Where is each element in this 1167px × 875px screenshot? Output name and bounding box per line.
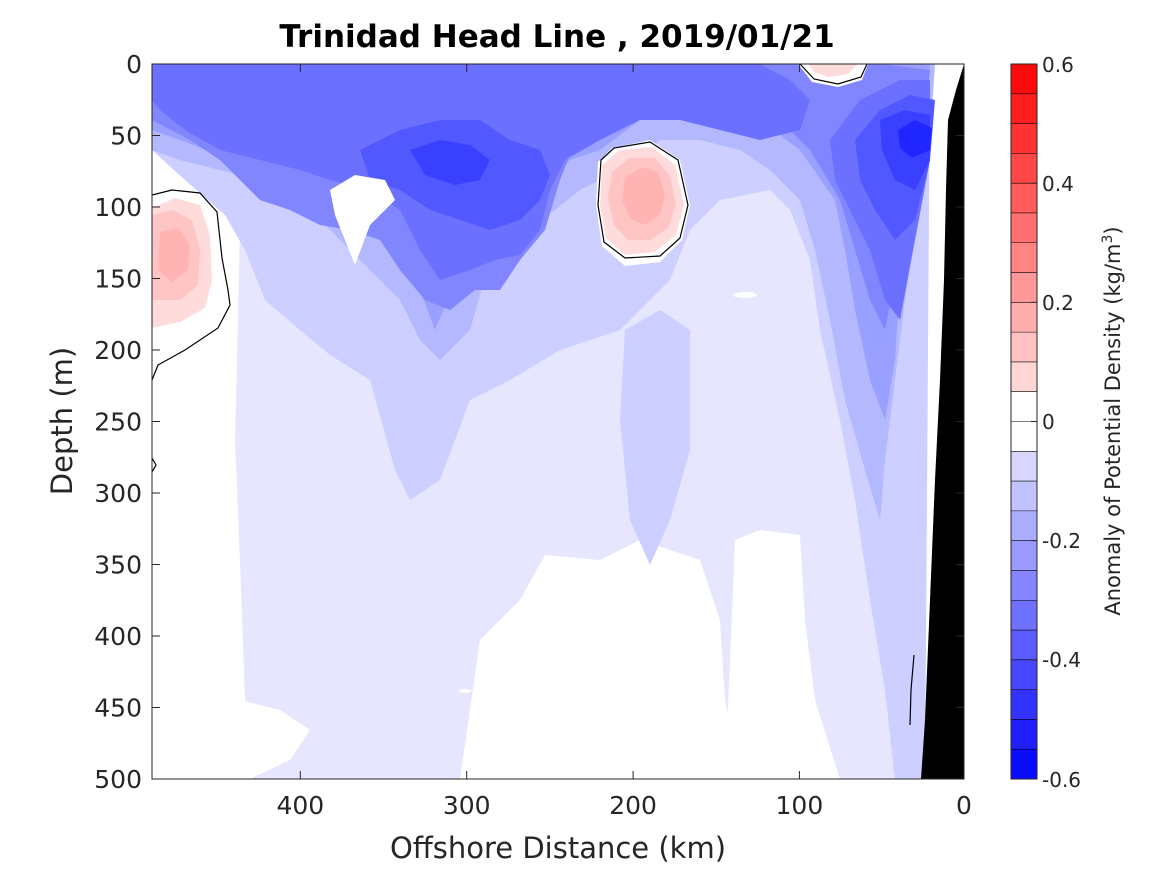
x-ticks	[299, 64, 800, 779]
level-neg040	[410, 140, 490, 185]
colorbar-label-main: Anomaly of Potential Density (kg/m	[1101, 244, 1125, 616]
edge-contour	[152, 457, 157, 473]
colorbar-cell	[1011, 93, 1037, 124]
cb-tick-label-1: 0.4	[1042, 172, 1074, 196]
x-tick-label-4: 0	[956, 791, 972, 820]
nearshore-core	[898, 120, 932, 158]
hole-deep-2	[590, 555, 660, 779]
colorbar-cell	[1011, 242, 1037, 273]
colorbar-cell	[1011, 391, 1037, 422]
colorbar-cell	[1011, 630, 1037, 661]
cb-tick-label-0: 0.6	[1042, 53, 1074, 77]
hole-deep-1	[490, 560, 580, 779]
nearshore-contour	[909, 654, 915, 726]
colorbar-cell	[1011, 421, 1037, 452]
eddy-contour	[597, 141, 689, 259]
colorbar-cell	[1011, 332, 1037, 363]
colorbar-ticks	[1031, 182, 1037, 661]
colorbar-cell	[1011, 153, 1037, 184]
chart-title: Trinidad Head Line , 2019/01/21	[279, 19, 834, 55]
colorbar: 0.6 0.4 0.2 0 -0.2 -0.4 -0.6 Anomaly of …	[1010, 53, 1125, 792]
tongue-200km	[620, 310, 690, 565]
bathymetry	[921, 64, 964, 779]
y-axis-label: Depth (m)	[45, 347, 79, 495]
y-tick-label-10: 500	[94, 765, 142, 794]
surface-cap-pos	[808, 64, 858, 77]
speck-1	[733, 292, 757, 298]
cb-tick-label-5: -0.4	[1042, 648, 1081, 672]
x-tick-label-3: 100	[776, 791, 824, 820]
colorbar-cell	[1011, 510, 1037, 541]
density-anomaly-field	[152, 64, 935, 779]
y-tick-labels: 0 50 100 150 200 250 300 350 400 450 500	[94, 50, 142, 794]
colorbar-cell	[1011, 481, 1037, 512]
colorbar-cell	[1011, 451, 1037, 482]
y-tick-label-8: 400	[94, 622, 142, 651]
colorbar-label: Anomaly of Potential Density (kg/m3)	[1100, 226, 1125, 615]
y-tick-label-3: 150	[94, 265, 142, 294]
cb-tick-label-4: -0.2	[1042, 529, 1081, 553]
y-tick-label-0: 0	[126, 50, 142, 79]
colorbar-label-exponent: 3	[1100, 235, 1116, 244]
colorbar-cell	[1011, 659, 1037, 690]
colorbar-cell	[1011, 540, 1037, 571]
colorbar-cell	[1011, 749, 1037, 780]
zero-contours	[152, 64, 915, 726]
colorbar-label-suffix: )	[1101, 226, 1125, 234]
y-tick-label-7: 350	[94, 551, 142, 580]
eddy-pos015	[622, 167, 665, 225]
cb-tick-label-2: 0.2	[1042, 291, 1074, 315]
colorbar-cell	[1011, 212, 1037, 244]
colorbar-cell	[1011, 361, 1037, 393]
x-tick-label-1: 300	[443, 791, 491, 820]
hole-left-bottom	[240, 700, 310, 779]
surface-cap-contour	[799, 64, 868, 85]
x-tick-label-2: 200	[609, 791, 657, 820]
x-tick-labels: 400 300 200 100 0	[276, 791, 972, 820]
colorbar-cell	[1011, 302, 1037, 333]
y-tick-label-4: 200	[94, 336, 142, 365]
x-axis-label: Offshore Distance (km)	[390, 831, 726, 865]
colorbar-cell	[1011, 689, 1037, 720]
offshore-contour	[152, 189, 231, 381]
plot-area	[151, 63, 965, 780]
colorbar-tick-labels: 0.6 0.4 0.2 0 -0.2 -0.4 -0.6	[1042, 53, 1081, 792]
colorbar-cells	[1011, 63, 1037, 780]
colorbar-cell	[1011, 719, 1037, 750]
cb-tick-label-3: 0	[1042, 410, 1055, 434]
zero-gap-330km	[330, 175, 395, 265]
hole-deep-3	[725, 530, 840, 779]
cb-tick-label-6: -0.6	[1042, 768, 1081, 792]
colorbar-cell	[1011, 272, 1037, 303]
x-tick-label-0: 400	[276, 791, 324, 820]
y-tick-label-1: 50	[110, 122, 142, 151]
y-tick-label-9: 450	[94, 694, 142, 723]
speck-2	[459, 689, 471, 693]
y-tick-label-6: 300	[94, 479, 142, 508]
y-tick-label-2: 100	[94, 193, 142, 222]
y-ticks	[152, 135, 964, 708]
colorbar-cell	[1011, 600, 1037, 631]
colorbar-cell	[1011, 64, 1037, 95]
colorbar-cell	[1011, 123, 1037, 154]
colorbar-cell	[1011, 570, 1037, 601]
colorbar-cell	[1011, 183, 1037, 214]
y-tick-label-5: 250	[94, 408, 142, 437]
offshore-pos015	[158, 228, 190, 282]
